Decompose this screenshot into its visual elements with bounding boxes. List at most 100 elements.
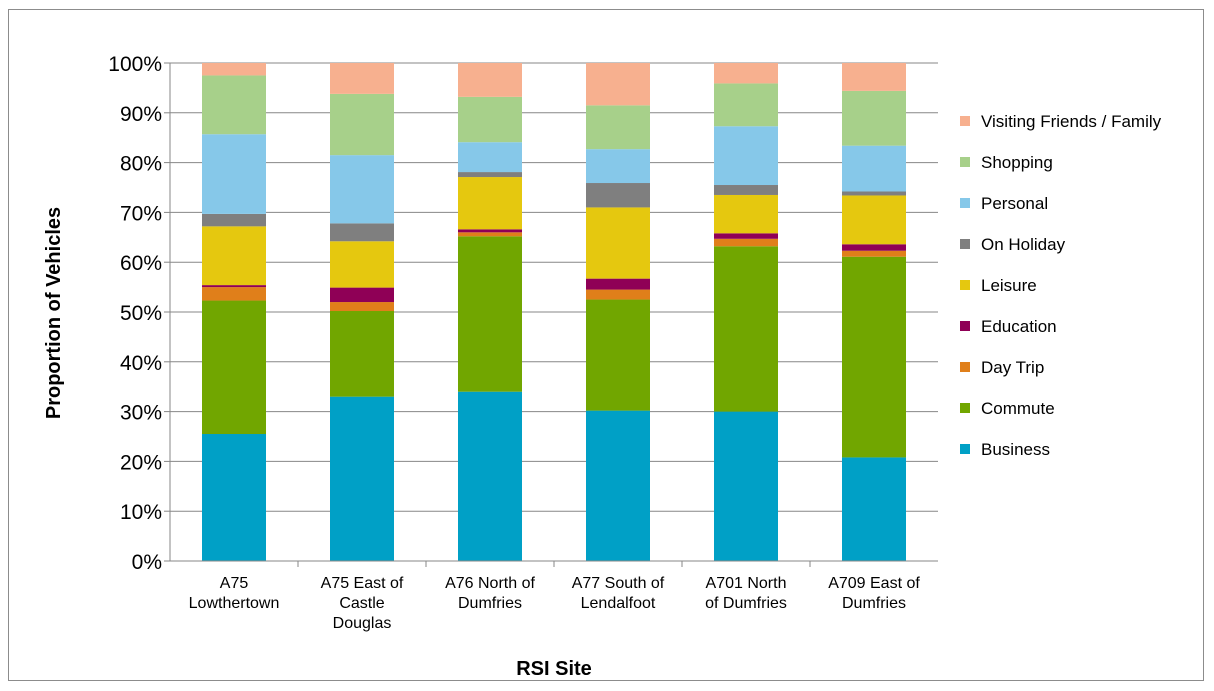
bar-segment-visiting-friends-family: [202, 63, 266, 76]
bar-segment-leisure: [842, 195, 906, 245]
bar-segment-business: [714, 411, 778, 561]
x-category-label: A75 East of: [321, 575, 404, 592]
y-tick-label: 80%: [120, 153, 162, 176]
bar-segment-shopping: [330, 93, 394, 156]
legend-swatch: [960, 403, 970, 413]
legend-swatch: [960, 362, 970, 372]
bar-segment-day-trip: [202, 287, 266, 301]
y-tick-label: 90%: [120, 103, 162, 126]
y-tick-label: 10%: [120, 501, 162, 524]
bar-segment-education: [714, 233, 778, 239]
gridlines: [164, 62, 938, 562]
legend-label: Personal: [981, 194, 1048, 213]
bar-segment-personal: [330, 155, 394, 224]
bar-segment-on-holiday: [202, 213, 266, 227]
bar-segment-business: [202, 434, 266, 561]
y-tick-labels: 0% 10% 20% 30% 40% 50% 60% 70% 80% 90% 100%: [108, 53, 162, 574]
y-axis-title: Proportion of Vehicles: [43, 207, 65, 419]
bar-segment-day-trip: [458, 232, 522, 237]
bar-segment-on-holiday: [842, 191, 906, 196]
legend-swatch: [960, 157, 970, 167]
bar-segment-shopping: [586, 105, 650, 150]
x-axis-title: RSI Site: [516, 658, 592, 680]
bar-segment-leisure: [586, 207, 650, 279]
bar-segment-personal: [458, 142, 522, 173]
bar-segment-commute: [458, 236, 522, 392]
bar-segment-shopping: [458, 96, 522, 143]
x-category-label: of Dumfries: [705, 595, 787, 612]
legend-swatch: [960, 280, 970, 290]
bar-segment-commute: [202, 300, 266, 435]
bars: [202, 63, 906, 561]
bar-segment-business: [330, 396, 394, 561]
legend-label: Shopping: [981, 153, 1053, 172]
y-tick-label: 20%: [120, 451, 162, 474]
y-tick-label: 50%: [120, 302, 162, 325]
bar-segment-visiting-friends-family: [330, 63, 394, 94]
y-tick-label: 0%: [132, 551, 162, 574]
bar-segment-education: [586, 278, 650, 290]
bar-segment-personal: [202, 134, 266, 214]
x-category-label: A77 South of: [572, 575, 665, 592]
bar-segment-shopping: [202, 75, 266, 135]
legend-label: Visiting Friends / Family: [981, 112, 1162, 131]
bar-segment-business: [586, 410, 650, 561]
bar-segment-visiting-friends-family: [842, 63, 906, 91]
bar-segment-education: [842, 244, 906, 251]
bar-segment-leisure: [714, 194, 778, 234]
bar-segment-on-holiday: [586, 183, 650, 208]
legend: Visiting Friends / Family Shopping Persona…: [960, 112, 1162, 459]
bar-segment-shopping: [842, 90, 906, 146]
legend-label: Commute: [981, 399, 1055, 418]
legend-label: Business: [981, 440, 1050, 459]
legend-label: Day Trip: [981, 358, 1044, 377]
x-category-label: A701 North: [706, 575, 787, 592]
bar-segment-visiting-friends-family: [458, 63, 522, 97]
bar-segment-on-holiday: [458, 172, 522, 178]
bar-segment-commute: [842, 256, 906, 458]
legend-swatch: [960, 444, 970, 454]
x-category-labels: A75 Lowthertown A75 East of Castle Douglas A7…: [189, 575, 921, 632]
axes: [169, 63, 938, 567]
bar-segment-leisure: [330, 241, 394, 288]
y-tick-label: 30%: [120, 402, 162, 425]
x-category-label: A75: [220, 575, 249, 592]
bar-segment-business: [458, 391, 522, 561]
bar-segment-commute: [586, 299, 650, 411]
bar-segment-leisure: [458, 177, 522, 230]
bar-segment-personal: [586, 149, 650, 184]
x-category-label: Lowthertown: [189, 595, 280, 612]
bar-segment-personal: [714, 126, 778, 186]
x-category-label: Dumfries: [842, 595, 906, 612]
legend-label: On Holiday: [981, 235, 1066, 254]
y-tick-label: 70%: [120, 202, 162, 225]
bar-segment-on-holiday: [330, 223, 394, 242]
bar-segment-day-trip: [714, 238, 778, 247]
bar-segment-visiting-friends-family: [586, 63, 650, 106]
x-category-label: Castle: [339, 595, 384, 612]
bar-segment-day-trip: [330, 302, 394, 312]
legend-swatch: [960, 321, 970, 331]
y-tick-label: 100%: [108, 53, 162, 76]
bar-segment-education: [202, 285, 266, 288]
x-category-label: Lendalfoot: [581, 595, 656, 612]
y-tick-label: 40%: [120, 352, 162, 375]
x-category-label: A709 East of: [828, 575, 920, 592]
x-category-label: Dumfries: [458, 595, 522, 612]
bar-segment-shopping: [714, 83, 778, 127]
bar-segment-day-trip: [842, 250, 906, 257]
legend-swatch: [960, 116, 970, 126]
bar-segment-business: [842, 457, 906, 561]
bar-segment-on-holiday: [714, 185, 778, 195]
bar-segment-commute: [330, 311, 394, 397]
x-category-label: A76 North of: [445, 575, 535, 592]
bar-segment-commute: [714, 246, 778, 412]
x-category-label: Douglas: [333, 615, 392, 632]
legend-swatch: [960, 239, 970, 249]
bar-segment-personal: [842, 145, 906, 192]
legend-swatch: [960, 198, 970, 208]
bar-segment-day-trip: [586, 289, 650, 300]
bar-segment-leisure: [202, 226, 266, 286]
bar-segment-education: [330, 287, 394, 303]
